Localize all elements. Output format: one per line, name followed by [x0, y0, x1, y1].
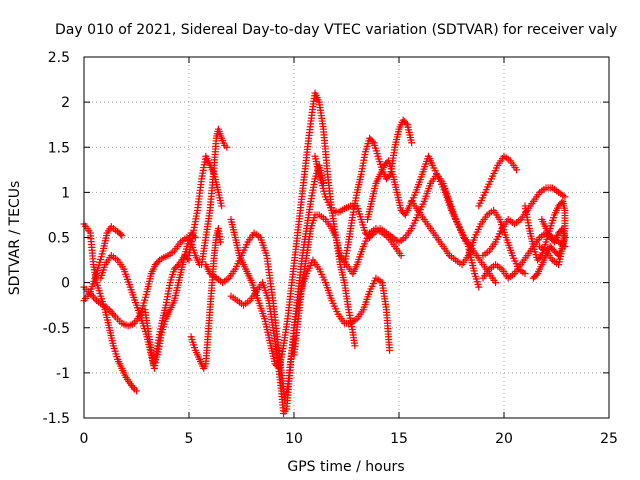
- data-point: [368, 137, 376, 145]
- y-tick-label: -1.5: [43, 411, 70, 427]
- data-point: [117, 230, 125, 238]
- data-point: [368, 230, 376, 238]
- data-point: [223, 143, 231, 151]
- x-tick-label: 10: [285, 431, 303, 447]
- y-tick-label: 0: [61, 276, 70, 292]
- data-points: [80, 89, 569, 417]
- y-axis-label: SDTVAR / TECUs: [7, 181, 23, 296]
- x-tick-label: 25: [600, 431, 618, 447]
- data-point: [536, 243, 544, 251]
- data-point: [218, 202, 226, 210]
- y-tick-labels: -1.5 -1 -0.5 0 0.5 1 1.5 2 2.5: [43, 50, 70, 427]
- data-point: [133, 387, 140, 395]
- series-satellite-track-v: [536, 215, 569, 269]
- x-tick-label: 15: [390, 431, 408, 447]
- y-tick-label: 2.5: [48, 50, 70, 66]
- x-tick-labels: 0 5 10 15 20 25: [80, 431, 618, 447]
- chart-title: Day 010 of 2021, Sidereal Day-to-day VTE…: [55, 22, 617, 38]
- data-point: [184, 255, 192, 263]
- data-point: [351, 342, 359, 350]
- data-point: [118, 232, 126, 240]
- data-point: [386, 346, 394, 354]
- data-point: [536, 253, 544, 261]
- data-point: [513, 166, 521, 174]
- series-satellite-track-h: [187, 224, 224, 372]
- data-point: [475, 283, 483, 291]
- x-axis-label: GPS time / hours: [287, 459, 404, 475]
- data-point: [385, 172, 393, 180]
- data-point: [397, 252, 405, 260]
- y-tick-label: 1.5: [48, 140, 70, 156]
- data-point: [521, 270, 529, 278]
- data-point: [492, 279, 500, 287]
- x-tick-label: 20: [495, 431, 513, 447]
- data-point: [561, 193, 569, 201]
- data-point: [173, 262, 181, 270]
- y-tick-label: 0.5: [48, 231, 70, 247]
- series-satellite-track-p: [364, 152, 500, 287]
- data-point: [402, 119, 410, 127]
- y-tick-label: -1: [56, 366, 70, 382]
- series-satellite-track-n: [290, 256, 394, 354]
- x-tick-label: 5: [185, 431, 194, 447]
- data-point: [529, 274, 537, 282]
- series-satellite-track-t: [479, 229, 569, 282]
- series-satellite-track-a: [80, 220, 140, 395]
- data-point: [408, 139, 416, 147]
- y-tick-label: 1: [61, 185, 70, 201]
- plot-frame: [83, 56, 610, 419]
- series-satellite-track-g: [198, 125, 231, 269]
- series-satellite-track-s: [479, 184, 569, 260]
- x-tick-label: 0: [80, 431, 89, 447]
- data-point: [217, 238, 224, 246]
- y-tick-label: -0.5: [43, 321, 70, 337]
- y-tick-label: 2: [61, 95, 70, 111]
- data-point: [531, 273, 539, 281]
- series-satellite-track-r: [475, 152, 521, 210]
